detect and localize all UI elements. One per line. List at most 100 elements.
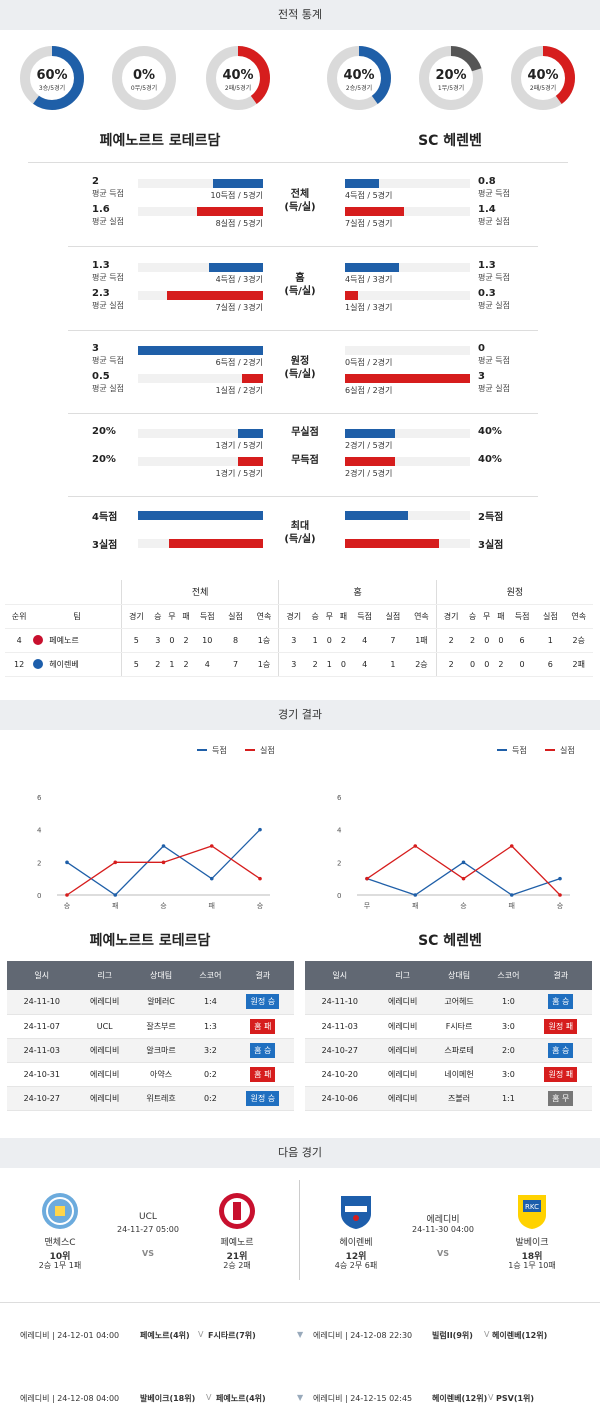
standings-table: 전체 홈 원정 순위 팀 경기 승 무 패 득점 실점 연속 경기 승 무 패 득점 실점 연속 경기 승 무 패 득점 실점 연… <box>5 580 593 677</box>
upcoming-home-team[interactable]: 페예노르(4위) <box>140 1331 190 1340</box>
home-stat-detail: 10득점 / 5경기 <box>210 191 264 200</box>
home-stat-value: 4득점 <box>92 512 118 523</box>
standings-cell: 7 <box>221 652 250 677</box>
next-left-vs: VS <box>142 1249 154 1258</box>
chevron-down-icon[interactable]: ▼ <box>297 1393 304 1402</box>
home-stat-value: 1.3 <box>92 260 110 271</box>
donut-subtext: 1무/5경기 <box>437 85 465 92</box>
standings-column-header: 순위 <box>5 604 34 629</box>
away-stat-label: 평균 실점 <box>478 384 510 393</box>
bar-track <box>138 374 263 383</box>
home-stat-value: 3실점 <box>92 540 118 551</box>
result-row: 24-11-03 에레디비 알크마르 3:2 홈 승 <box>7 1038 294 1063</box>
divider <box>0 1302 600 1303</box>
upcoming-home-team[interactable]: 발베이크(18위) <box>140 1394 196 1403</box>
upcoming-league-time: 에레디비 | 24-12-08 04:00 <box>20 1394 120 1403</box>
standings-cell: 2승 <box>407 652 437 677</box>
standings-cell: 5 <box>121 628 151 653</box>
result-cell: 0:2 <box>189 1062 232 1087</box>
away-stat-bar <box>345 207 404 216</box>
standings-column-header: 승 <box>465 604 480 629</box>
upcoming-league-time: 에레디비 | 24-12-08 22:30 <box>313 1331 413 1340</box>
upcoming-away-team[interactable]: PSV(1위) <box>496 1394 535 1403</box>
home-stat-value: 1.6 <box>92 204 110 215</box>
comparison-category: 무득점 <box>291 455 319 466</box>
divider <box>68 413 538 414</box>
away-stat-label: 평균 득점 <box>478 273 510 282</box>
donut-subtext: 2패/5경기 <box>224 85 252 92</box>
divider-vertical <box>299 1180 300 1280</box>
result-cell: 1:1 <box>487 1086 530 1111</box>
home-stat-bar <box>138 346 263 355</box>
result-cell: 3:0 <box>487 1014 530 1039</box>
standings-cell: 0 <box>479 652 494 677</box>
results-column-header: 상대팀 <box>430 961 488 990</box>
result-cell: F시타르 <box>430 1014 488 1039</box>
result-cell: 에레디비 <box>374 1086 431 1111</box>
result-cell: 위트레흐 <box>132 1086 190 1111</box>
result-badge: 원정 패 <box>544 1066 578 1082</box>
bar-track <box>345 179 470 188</box>
standings-group-header: 원정 <box>436 580 593 605</box>
away-stat-label: 평균 득점 <box>478 356 510 365</box>
result-cell: 홈 무 <box>529 1086 592 1111</box>
data-point <box>161 844 166 848</box>
upcoming-home-team[interactable]: 헤이렌베(12위) <box>432 1394 488 1403</box>
home-stat-bar <box>213 179 263 188</box>
away-stat-detail: 1실점 / 3경기 <box>345 303 393 312</box>
standings-cell: 4 <box>5 628 34 653</box>
result-cell: 에레디비 <box>76 1062 133 1087</box>
away-stat-value: 40% <box>478 426 502 437</box>
result-cell: 홈 패 <box>231 1014 294 1039</box>
home-stat: 1.3 평균 득점 <box>92 260 124 283</box>
home-stat-value: 3 <box>92 343 99 354</box>
donut-arc <box>511 46 575 110</box>
away-results-chart: 득점 실점 0 2 4 6 무 패 승 패 승 <box>337 745 575 910</box>
away-stat-label: 평균 실점 <box>478 301 510 310</box>
home-stat-label: 평균 득점 <box>92 273 124 282</box>
result-cell: 원정 승 <box>231 990 294 1015</box>
chevron-down-icon[interactable]: ▼ <box>297 1330 304 1339</box>
y-tick-label: 2 <box>337 859 341 867</box>
away-stat-value: 0 <box>478 343 485 354</box>
donut-percent: 40% <box>343 68 375 83</box>
win-rate-donut: 0% 0무/5경기 <box>111 45 177 111</box>
feyenoord-crest-icon <box>219 1193 255 1229</box>
standings-column-header: 연속 <box>249 604 280 629</box>
home-stat-bar <box>238 457 263 466</box>
home-stat-value: 20% <box>92 426 116 437</box>
upcoming-away-team[interactable]: 헤이렌베(12위) <box>492 1331 548 1340</box>
data-point <box>461 876 466 881</box>
result-cell: 3:0 <box>487 1062 530 1087</box>
donut-arc <box>20 46 84 110</box>
away-stat-value: 1.3 <box>478 260 496 271</box>
results-column-header: 리그 <box>374 961 431 990</box>
result-cell: 0:2 <box>189 1086 232 1111</box>
home-results-table: 일시 리그 상대팀 스코어 결과 24-11-10 에레디비 알메러C 1:4 원정 승 24-11… <box>7 961 294 1111</box>
x-tick-label: 승 <box>160 902 167 910</box>
next-left-time: 24-11-27 05:00 <box>117 1225 179 1234</box>
section-header-stats: 전적 통계 <box>0 0 600 30</box>
standings-column-header: 승 <box>308 604 323 629</box>
home-stat: 3실점 <box>92 536 117 551</box>
home-stat: 4득점 <box>92 508 117 523</box>
divider <box>28 162 568 163</box>
section-header-results: 경기 결과 <box>0 700 600 730</box>
team-name: 헤이렌베 <box>49 659 79 669</box>
upcoming-home-team[interactable]: 빌럼II(9위) <box>432 1331 473 1340</box>
result-cell: 아약스 <box>132 1062 190 1087</box>
home-stat-bar <box>169 539 263 548</box>
upcoming-away-team[interactable]: F시타르(7위) <box>208 1331 256 1340</box>
home-stat-detail: 1경기 / 5경기 <box>215 441 263 450</box>
donut-percent: 0% <box>132 68 156 83</box>
result-cell: 에레디비 <box>374 1038 431 1063</box>
x-tick-label: 승 <box>64 902 71 910</box>
away-stat-bar <box>345 511 408 520</box>
away-stat-detail: 7실점 / 5경기 <box>345 219 393 228</box>
donut-percent: 40% <box>222 68 254 83</box>
standings-cell: 6 <box>536 652 565 677</box>
y-tick-label: 4 <box>37 827 42 835</box>
standings-cell: 2승 <box>564 628 593 653</box>
standings-row: 12 헤이렌베 5 2 1 2 4 7 1승 3 2 1 0 4 1 2승 2 0 0 2 0 6 2패 <box>5 652 593 677</box>
upcoming-away-team[interactable]: 페예노르(4위) <box>216 1394 266 1403</box>
